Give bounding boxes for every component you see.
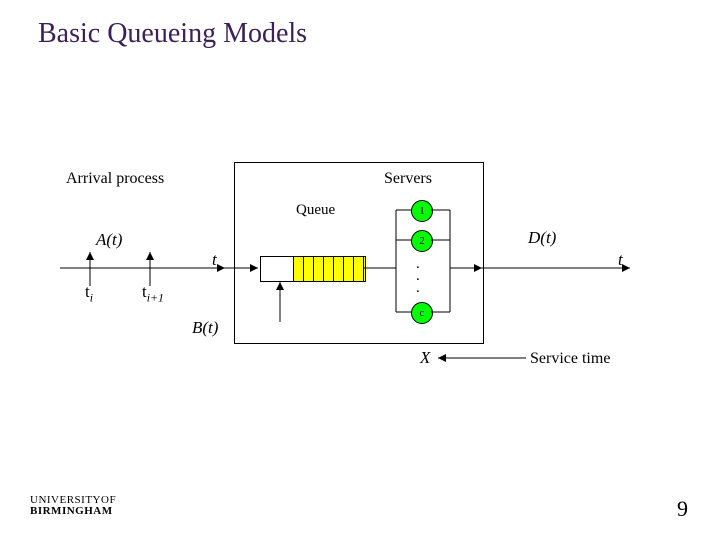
server-label: 2 (419, 235, 425, 247)
page-title: Basic Queueing Models (38, 18, 307, 50)
university-logo: UNIVERSITYOF BIRMINGHAM (30, 495, 116, 518)
slide: Basic Queueing Models Arrival process Se… (0, 0, 720, 540)
server-label: 1 (419, 205, 425, 217)
label-A-t: A(t) (96, 230, 122, 250)
tau-sub-i1: i+1 (147, 290, 164, 304)
label-B-t: B(t) (192, 318, 218, 338)
label-service-time: Service time (530, 350, 610, 368)
queue-slot-div (303, 257, 304, 281)
label-servers: Servers (384, 170, 432, 188)
server-node-c: c (411, 302, 433, 324)
label-X: X (420, 348, 430, 368)
label-tau-i1: ti+1 (142, 282, 164, 305)
queue-buffer (260, 256, 366, 282)
label-queue: Queue (296, 202, 335, 219)
label-tau-i: ti (85, 282, 93, 305)
label-D-t: D(t) (528, 228, 556, 248)
queue-slot-div (343, 257, 344, 281)
page-number: 9 (677, 496, 688, 522)
label-t-right: t (618, 250, 623, 270)
queue-slot-div (333, 257, 334, 281)
server-node-2: 2 (411, 230, 433, 252)
queue-slot-div (353, 257, 354, 281)
queue-slot-div (363, 257, 364, 281)
server-node-1: 1 (411, 200, 433, 222)
tau-sub-i: i (90, 290, 93, 304)
server-label: c (420, 307, 425, 319)
server-ellipsis: ... (416, 258, 420, 294)
queue-slot-div (313, 257, 314, 281)
label-t-left: t (212, 250, 217, 270)
label-arrival-process: Arrival process (66, 170, 164, 188)
logo-line-2: BIRMINGHAM (30, 506, 116, 518)
system-box (234, 162, 484, 344)
queue-slot-div (323, 257, 324, 281)
